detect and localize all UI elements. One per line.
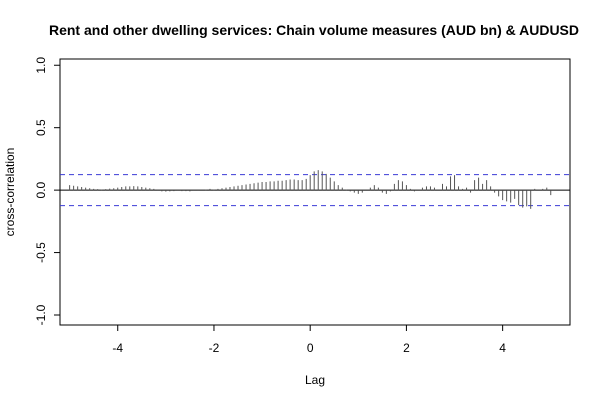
x-tick-label: -2 — [209, 341, 220, 355]
x-axis: -4 -2 0 2 4 — [112, 324, 506, 355]
y-tick-label: -1.0 — [34, 304, 48, 325]
chart-title: Rent and other dwelling services: Chain … — [49, 22, 579, 38]
x-tick-label: 0 — [307, 341, 314, 355]
y-tick-label: 1.0 — [34, 57, 48, 74]
x-tick-label: 4 — [499, 341, 506, 355]
confidence-bands — [60, 174, 570, 207]
y-tick-label: 0.5 — [34, 119, 48, 136]
y-tick-label: -0.5 — [34, 242, 48, 263]
x-axis-label: Lag — [305, 373, 325, 387]
y-tick-label: 0.0 — [34, 181, 48, 198]
x-tick-label: -4 — [112, 341, 123, 355]
ccf-bars — [69, 170, 552, 209]
y-axis: -1.0 -0.5 0.0 0.5 1.0 — [34, 57, 61, 325]
y-axis-label: cross-correlation — [3, 148, 17, 237]
x-tick-label: 2 — [403, 341, 410, 355]
plot-frame — [59, 58, 571, 326]
